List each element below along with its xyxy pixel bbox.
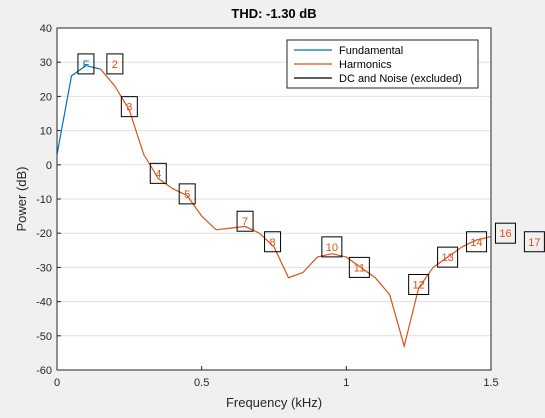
harmonic-marker: 8 <box>264 231 282 253</box>
harmonic-marker: 16 <box>494 222 516 244</box>
harmonic-marker: 17 <box>523 231 545 253</box>
marker-box <box>120 96 138 118</box>
marker-box <box>348 256 370 278</box>
legend-entry: DC and Noise (excluded) <box>339 73 462 85</box>
marker-box <box>321 236 343 258</box>
series-line-fundamental <box>57 64 101 155</box>
chart-title: THD: -1.30 dB <box>231 6 316 21</box>
x-tick-label: 0.5 <box>194 377 209 389</box>
y-tick-label: 40 <box>40 23 52 35</box>
y-axis-label: Power (dB) <box>14 166 29 231</box>
harmonic-marker: 2 <box>106 53 124 75</box>
harmonic-marker: 12 <box>408 274 430 295</box>
harmonic-marker: 7 <box>236 210 254 232</box>
legend-entry: Harmonics <box>339 59 392 71</box>
legend-entry: Fundamental <box>339 45 403 57</box>
y-tick-label: 20 <box>40 91 52 103</box>
harmonic-marker: 3 <box>120 96 138 118</box>
marker-label: 3 <box>126 102 132 114</box>
x-tick-label: 1 <box>343 377 349 389</box>
marker-label: 16 <box>499 228 511 240</box>
marker-box <box>494 222 516 244</box>
x-tick-label: 1.5 <box>483 377 498 389</box>
marker-label: 8 <box>269 237 275 249</box>
harmonic-marker: 5 <box>178 183 196 205</box>
marker-box <box>408 274 430 295</box>
y-tick-label: -10 <box>36 194 52 206</box>
legend: Fundamental Harmonics DC and Noise (exclud… <box>286 39 479 89</box>
marker-label: 11 <box>354 262 365 274</box>
y-tick-label: -50 <box>36 331 52 343</box>
y-tick-label: -60 <box>36 365 52 377</box>
marker-label: 14 <box>470 237 482 249</box>
marker-box <box>264 231 282 253</box>
marker-box <box>236 210 254 232</box>
marker-box <box>437 246 459 268</box>
y-tick-label: -40 <box>36 297 52 309</box>
y-tick-label: 0 <box>46 160 52 172</box>
harmonic-marker: 14 <box>466 231 488 253</box>
marker-box <box>466 231 488 253</box>
marker-label: 13 <box>441 252 453 264</box>
y-tick-label: 30 <box>40 57 52 69</box>
marker-box <box>178 183 196 205</box>
marker-box <box>149 162 167 184</box>
harmonic-marker: F <box>77 53 95 75</box>
harmonic-marker: 4 <box>149 162 167 184</box>
marker-label: 10 <box>326 242 338 254</box>
marker-label: 4 <box>155 168 161 180</box>
x-axis-label: Frequency (kHz) <box>226 395 322 410</box>
marker-label: 2 <box>112 59 118 71</box>
y-tick-label: 10 <box>40 126 52 138</box>
marker-box <box>523 231 545 253</box>
marker-label: F <box>83 59 90 71</box>
marker-label: 7 <box>242 216 248 228</box>
y-tick-label: -20 <box>36 228 52 240</box>
y-tick-label: -30 <box>36 262 52 274</box>
marker-label: 5 <box>184 189 190 201</box>
marker-label: 17 <box>528 237 540 249</box>
marker-box <box>106 53 124 75</box>
harmonic-marker: 10 <box>321 236 343 258</box>
harmonic-markers: F 2 3 4 5 7 8 10 11 12 13 14 16 17 <box>77 53 545 295</box>
harmonic-marker: 11 <box>348 256 370 278</box>
marker-label: 12 <box>413 280 425 292</box>
axis-ticks: -60 -50 -40 -30 -20 -10 0 10 20 30 40 0 0.5 1 1.5 <box>36 23 499 389</box>
marker-box <box>77 53 95 75</box>
x-tick-label: 0 <box>54 377 60 389</box>
harmonic-marker: 13 <box>437 246 459 268</box>
